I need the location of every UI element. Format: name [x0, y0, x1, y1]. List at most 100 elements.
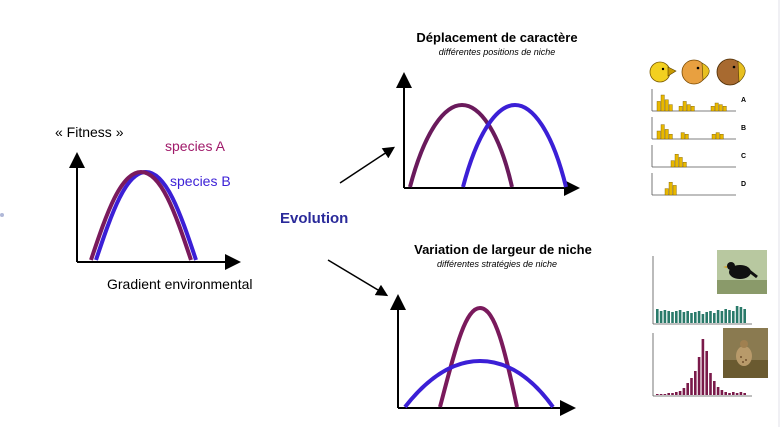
finch-hist-bar [682, 101, 687, 112]
teal-bar [659, 311, 663, 323]
maroon-bar [678, 391, 682, 395]
teal-bar [732, 311, 735, 323]
maroon-bar [675, 392, 678, 395]
finch-orange-icon [681, 59, 710, 85]
teal-bar [671, 312, 674, 323]
fitness-label: « Fitness » [55, 124, 124, 140]
top-title: Déplacement de caractère [416, 30, 577, 45]
teal-bar [663, 310, 667, 323]
teal-bar [656, 309, 659, 323]
finch-hist-bar [672, 185, 677, 196]
blackbird-histogram [652, 256, 752, 325]
finch-hist-bar [668, 104, 673, 112]
teal-bar [716, 310, 720, 323]
finch-hist-bar [711, 133, 716, 140]
finch-hist-bar [718, 104, 723, 112]
finch-hist-bar [680, 132, 685, 140]
teal-bar [720, 311, 724, 323]
maroon-bar [728, 393, 731, 395]
teal-bar [682, 312, 686, 323]
maroon-bar [709, 373, 712, 395]
finch-hist-bar [664, 188, 669, 196]
finch-hist-bar [678, 105, 683, 112]
teal-bar [724, 309, 727, 323]
maroon-bar [671, 393, 674, 395]
finch-hist-bar [686, 104, 691, 112]
finch-hist-bar [722, 105, 727, 112]
finch-histograms: A B C D [651, 89, 746, 196]
finch-brown-icon [716, 58, 746, 86]
finch-hist-bar [678, 157, 683, 168]
bottom-title: Variation de largeur de niche [414, 242, 592, 257]
finch-hist-bar [660, 94, 665, 112]
maroon-bar [739, 392, 743, 395]
maroon-bar [694, 371, 697, 395]
displaced-curve-a [408, 102, 514, 188]
finch-hist-label: C [741, 153, 746, 160]
teal-bar [667, 311, 670, 323]
top-niche-plot [396, 72, 580, 196]
teal-bar [678, 310, 682, 323]
finch-hist-bar [664, 99, 669, 112]
maroon-bar [701, 339, 705, 395]
species-a-label: species A [165, 138, 226, 154]
bottom-niche-plot [390, 294, 576, 416]
maroon-bar [667, 393, 670, 395]
maroon-bar [716, 387, 720, 395]
species-b-label: species B [170, 173, 231, 189]
teal-bar [705, 312, 708, 323]
finch-hist-bar [674, 153, 679, 168]
maroon-bar [732, 392, 735, 395]
species-a-curve [89, 169, 193, 261]
maroon-bar [713, 381, 716, 395]
finch-hist-bar [690, 105, 695, 112]
maroon-bar [690, 378, 693, 395]
teal-bar [675, 311, 678, 323]
maroon-bar [705, 351, 708, 395]
bottom-subtitle: différentes stratégies de niche [437, 259, 557, 269]
wide-niche-curve [403, 358, 555, 409]
arrow-down [327, 259, 389, 297]
finch-hist-label: A [741, 97, 746, 104]
left-fitness-plot [69, 152, 241, 270]
finch-hist-bar [719, 133, 724, 140]
narrow-niche-curve [438, 305, 519, 408]
finch-hist-bar [668, 181, 673, 196]
maroon-bar [697, 357, 701, 395]
thrush-histogram [652, 333, 752, 397]
gradient-label: Gradient environmental [107, 276, 253, 292]
teal-bar [735, 306, 739, 323]
maroon-bar [659, 394, 663, 395]
displaced-curve-b [461, 102, 568, 188]
finch-hist-bar [710, 105, 715, 112]
teal-bar [690, 313, 693, 323]
teal-bar [728, 310, 731, 323]
maroon-bar [686, 383, 689, 395]
finch-hist-bar [715, 132, 720, 140]
finch-hist-label: D [741, 181, 746, 188]
maroon-bar [663, 394, 667, 395]
arrow-up [339, 146, 396, 184]
teal-bar [701, 314, 705, 323]
finch-hist-bar [664, 129, 669, 140]
maroon-bar [682, 388, 686, 395]
finch-hist-bar [656, 101, 661, 112]
finch-hist-bar [714, 102, 719, 112]
teal-bar [697, 311, 701, 323]
finch-hist-bar [656, 130, 661, 140]
teal-bar [739, 307, 743, 323]
blackbird-photo-icon [717, 250, 767, 294]
teal-bar [713, 313, 716, 323]
maroon-bar [724, 392, 727, 395]
teal-bar [743, 309, 746, 323]
maroon-bar [743, 393, 746, 395]
finch-hist-bar [670, 160, 675, 168]
maroon-bar [656, 394, 659, 395]
teal-bar [709, 311, 712, 323]
edge-dot [0, 213, 4, 217]
teal-bar [686, 311, 689, 323]
finch-hist-bar [682, 161, 687, 168]
finch-hist-bar [684, 133, 689, 140]
thrush-photo-icon [723, 328, 768, 378]
